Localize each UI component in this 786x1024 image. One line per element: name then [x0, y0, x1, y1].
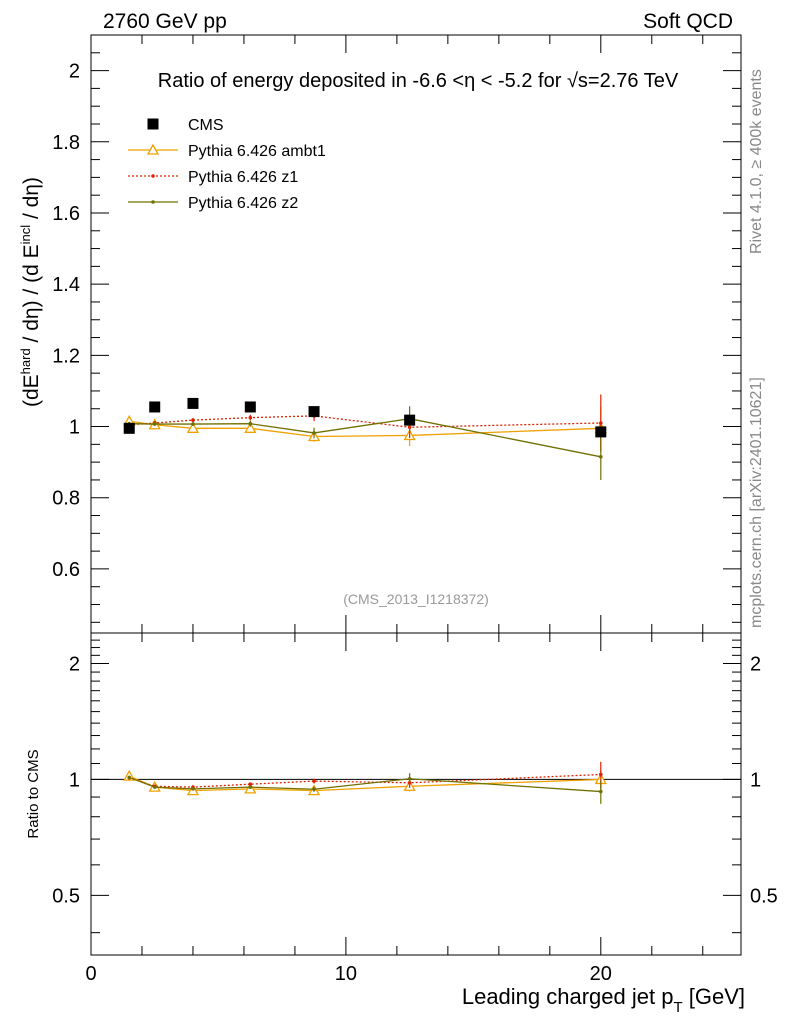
data-point-cms [244, 401, 256, 413]
ratio-tick-label: 2 [69, 653, 80, 675]
x-axis-title: Leading charged jet pT [GeV] [462, 984, 745, 1016]
header-left: 2760 GeV pp [103, 10, 227, 33]
y-tick-label: 0.6 [52, 559, 80, 581]
data-point-cms [123, 422, 135, 434]
data-point-cms [149, 401, 161, 413]
point-pythia-6-426-z1 [248, 415, 253, 420]
point-pythia-6-426-z2 [312, 431, 316, 435]
y-tick-label: 1.2 [52, 345, 80, 367]
ratio-ticks [90, 633, 741, 955]
point-pythia-6-426-z2 [152, 422, 157, 426]
legend-marker-cms [147, 118, 159, 130]
legend-label-pythia-6-426-ambt1: Pythia 6.426 ambt1 [188, 143, 326, 160]
ratio-point-pythia-6-426-z2 [407, 776, 412, 781]
side-label-rivet: Rivet 4.1.0, ≥ 400k events [748, 69, 765, 254]
ratio-point-pythia-6-426-z1 [248, 782, 253, 786]
y-tick-label: 1.8 [52, 132, 80, 154]
x-tick-label: 10 [335, 963, 357, 985]
ratio-point-pythia-6-426-z1 [599, 772, 603, 777]
side-label-mcplots: mcplots.cern.ch [arXiv:2401.10621] [748, 377, 765, 628]
chart-title: Ratio of energy deposited in -6.6 <η < -… [158, 70, 679, 92]
x-tick-label: 0 [85, 963, 96, 985]
ratio-point-pythia-6-426-z2 [312, 787, 316, 792]
ratio-point-pythia-6-426-z2 [191, 787, 195, 791]
data-point-cms [595, 426, 607, 438]
legend-marker-pythia-6-426-z1 [151, 174, 155, 178]
y-tick-label: 2 [69, 61, 80, 83]
analysis-watermark: (CMS_2013_I1218372) [343, 591, 489, 607]
main-series [123, 394, 607, 480]
ratio-line-pythia-6-426-z1 [129, 773, 601, 788]
ratio-tick-label-right: 1 [750, 769, 761, 791]
ratio-tick-label-right: 2 [750, 653, 761, 675]
x-tick-label: 20 [590, 963, 612, 985]
y-tick-label: 0.8 [52, 488, 80, 510]
point-pythia-6-426-ambt1 [186, 421, 200, 433]
point-pythia-6-426-z1 [191, 418, 195, 422]
ratio-tick-label-right: 0.5 [750, 885, 778, 907]
point-pythia-6-426-ambt1 [244, 421, 257, 433]
ratio-tick-label: 0.5 [52, 885, 80, 907]
ratio-point-pythia-6-426-z2 [152, 785, 157, 789]
legend-label-cms: CMS [188, 117, 224, 134]
y-tick-label: 1.6 [52, 203, 80, 225]
point-pythia-6-426-z2 [599, 455, 603, 459]
legend-marker-pythia-6-426-z2 [151, 200, 155, 204]
data-point-cms [187, 397, 199, 409]
ratio-point-pythia-6-426-z1 [312, 779, 316, 783]
ratio-point-pythia-6-426-z2 [599, 789, 603, 794]
main-ticks [90, 34, 741, 633]
ratio-series [123, 761, 607, 804]
y-tick-label: 1.4 [52, 274, 80, 296]
legend-marker-pythia-6-426-ambt1 [146, 143, 160, 155]
legend-label-pythia-6-426-z2: Pythia 6.426 z2 [188, 195, 298, 212]
point-pythia-6-426-z2 [191, 422, 195, 426]
point-pythia-6-426-z1 [599, 421, 603, 425]
point-pythia-6-426-z2 [248, 421, 253, 426]
legend: CMS Pythia 6.426 ambt1 Pythia 6.426 z1 Pyth… [128, 117, 326, 212]
tick-labels: 0 10 20 0.6 0.8 1 1.2 1.4 1.6 1.8 2 0.5 0.5 1 1 2 2 [52, 61, 778, 985]
y-axis-title: (dEhard / dη) / (d Eincl / dη) [18, 177, 43, 407]
legend-label-pythia-6-426-z1: Pythia 6.426 z1 [188, 169, 298, 186]
ratio-plot-frame [90, 632, 742, 956]
data-point-cms [308, 406, 320, 418]
ratio-tick-label: 1 [69, 769, 80, 791]
data-point-cms [404, 414, 416, 426]
ratio-point-pythia-6-426-z2 [127, 775, 132, 780]
ratio-point-pythia-6-426-z2 [248, 785, 253, 789]
ratio-y-axis-title: Ratio to CMS [25, 749, 42, 838]
y-tick-label: 1 [69, 417, 80, 439]
header-right: Soft QCD [643, 10, 733, 33]
